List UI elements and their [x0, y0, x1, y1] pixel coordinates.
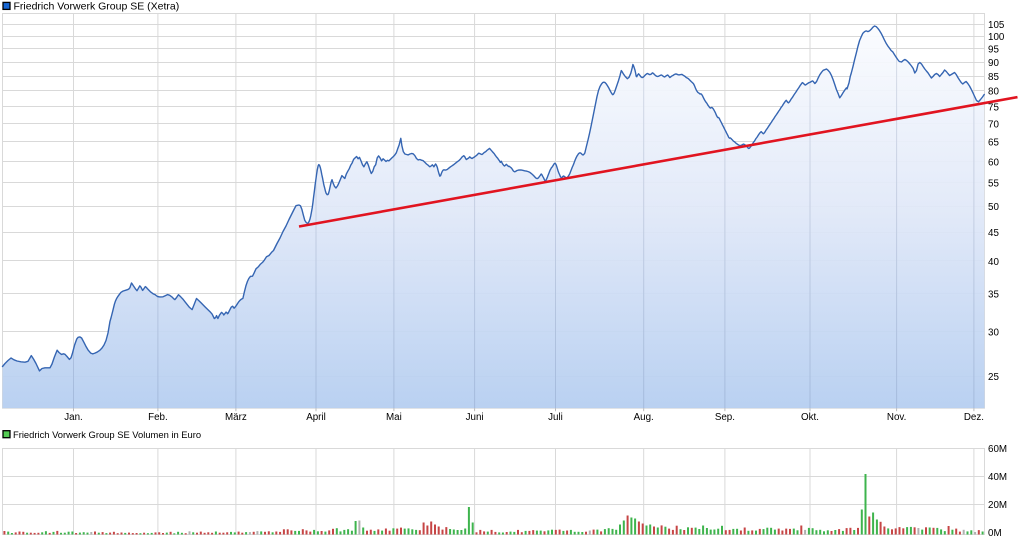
svg-text:Sep.: Sep.: [715, 412, 735, 423]
svg-text:Friedrich Vorwerk Group SE (Xe: Friedrich Vorwerk Group SE (Xetra): [14, 1, 180, 13]
svg-text:Juli: Juli: [548, 412, 563, 423]
svg-text:90: 90: [988, 58, 999, 69]
svg-text:20M: 20M: [988, 500, 1007, 511]
svg-text:Dez.: Dez.: [964, 412, 984, 423]
svg-text:100: 100: [988, 32, 1005, 43]
svg-text:25: 25: [988, 372, 999, 383]
svg-text:85: 85: [988, 72, 999, 83]
svg-text:80: 80: [988, 87, 999, 98]
svg-text:Jan.: Jan.: [64, 412, 83, 423]
svg-text:95: 95: [988, 45, 999, 56]
svg-text:März: März: [225, 412, 247, 423]
svg-text:60M: 60M: [988, 444, 1007, 455]
svg-text:40M: 40M: [988, 472, 1007, 483]
svg-text:30: 30: [988, 327, 999, 338]
svg-text:Juni: Juni: [466, 412, 484, 423]
svg-text:65: 65: [988, 138, 999, 149]
svg-text:75: 75: [988, 103, 999, 114]
svg-text:Friedrich Vorwerk Group SE Vol: Friedrich Vorwerk Group SE Volumen in Eu…: [13, 429, 201, 440]
svg-text:Okt.: Okt.: [801, 412, 819, 423]
svg-text:45: 45: [988, 228, 999, 239]
svg-text:Aug.: Aug.: [634, 412, 654, 423]
svg-text:Nov.: Nov.: [887, 412, 906, 423]
svg-text:50: 50: [988, 202, 999, 213]
svg-text:55: 55: [988, 179, 999, 190]
svg-text:0M: 0M: [988, 528, 1002, 539]
svg-text:60: 60: [988, 157, 999, 168]
svg-text:35: 35: [988, 290, 999, 301]
svg-text:70: 70: [988, 120, 999, 131]
svg-text:Mai: Mai: [386, 412, 402, 423]
svg-text:40: 40: [988, 257, 999, 268]
svg-text:April: April: [306, 412, 326, 423]
svg-text:Feb.: Feb.: [148, 412, 168, 423]
svg-text:105: 105: [988, 20, 1005, 31]
